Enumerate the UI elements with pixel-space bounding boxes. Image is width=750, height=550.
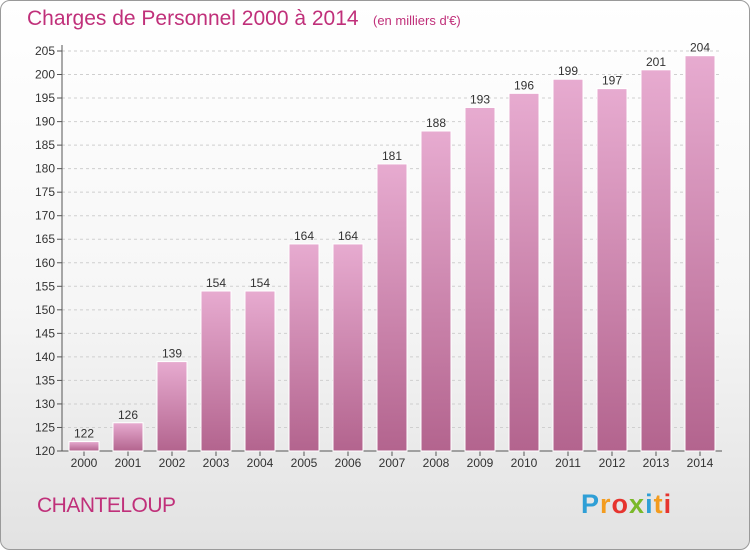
bar-2003 xyxy=(200,290,232,452)
y-tick-label: 205 xyxy=(35,44,55,58)
y-tick-label: 180 xyxy=(35,162,55,176)
logo-letter: P xyxy=(581,489,601,519)
bar-2001 xyxy=(112,422,144,452)
y-tick-label: 185 xyxy=(35,138,55,152)
data-label-2013: 201 xyxy=(646,55,666,69)
y-tick-label: 130 xyxy=(35,397,55,411)
bar-2012 xyxy=(596,88,628,452)
x-tick-label-2002: 2002 xyxy=(159,456,186,470)
bar-2007 xyxy=(376,163,408,452)
logo-letter: x xyxy=(629,489,646,519)
y-tick-label: 170 xyxy=(35,209,55,223)
labels: 120 125 130 135 140 145 150 155 160 165 170 175 180 1… xyxy=(35,41,714,470)
y-tick-label: 175 xyxy=(35,185,55,199)
data-label-2001: 126 xyxy=(118,408,138,422)
chart-subtitle: (en milliers d'€) xyxy=(373,13,461,28)
data-label-2002: 139 xyxy=(162,347,182,361)
bar-2013 xyxy=(640,69,672,452)
x-tick-label-2011: 2011 xyxy=(555,456,581,470)
x-tick-label-2005: 2005 xyxy=(291,456,318,470)
bar-2002 xyxy=(156,361,188,452)
bar-2009 xyxy=(464,106,496,452)
data-label-2007: 181 xyxy=(382,149,402,163)
bar-2004 xyxy=(244,290,276,452)
bar-2014 xyxy=(684,55,716,452)
logo-letter: r xyxy=(600,489,612,519)
data-label-2014: 204 xyxy=(690,41,710,55)
bars xyxy=(68,55,716,452)
bar-2005 xyxy=(288,243,320,452)
y-tick-label: 145 xyxy=(35,326,55,340)
x-tick-label-2009: 2009 xyxy=(467,456,494,470)
y-tick-label: 155 xyxy=(35,279,55,293)
x-tick-label-2004: 2004 xyxy=(247,456,274,470)
bar-2008 xyxy=(420,130,452,452)
chart-title: Charges de Personnel 2000 à 2014 xyxy=(27,7,359,30)
x-tick-label-2014: 2014 xyxy=(687,456,714,470)
bar-2010 xyxy=(508,92,540,452)
data-label-2009: 193 xyxy=(470,92,490,106)
x-tick-label-2008: 2008 xyxy=(423,456,450,470)
y-tick-label: 135 xyxy=(35,373,55,387)
logo-letter: i xyxy=(645,489,654,519)
bar-2000 xyxy=(68,441,100,452)
x-tick-label-2006: 2006 xyxy=(335,456,362,470)
y-tick-label: 165 xyxy=(35,232,55,246)
x-tick-label-2001: 2001 xyxy=(115,456,142,470)
data-label-2010: 196 xyxy=(514,78,534,92)
y-tick-label: 140 xyxy=(35,350,55,364)
data-label-2004: 154 xyxy=(250,276,270,290)
x-tick-label-2000: 2000 xyxy=(71,456,98,470)
y-tick-label: 190 xyxy=(35,115,55,129)
logo-letter: t xyxy=(653,489,664,519)
proxiti-logo: Proxiti xyxy=(581,489,672,520)
x-tick-label-2013: 2013 xyxy=(643,456,670,470)
y-tick-label: 195 xyxy=(35,91,55,105)
city-name: CHANTELOUP xyxy=(37,494,176,517)
x-tick-label-2003: 2003 xyxy=(203,456,230,470)
bar-2011 xyxy=(552,78,584,452)
x-tick-label-2007: 2007 xyxy=(379,456,406,470)
data-label-2012: 197 xyxy=(602,74,622,88)
bar-2006 xyxy=(332,243,364,452)
y-tick-label: 160 xyxy=(35,256,55,270)
y-tick-label: 150 xyxy=(35,303,55,317)
y-tick-label: 125 xyxy=(35,420,55,434)
data-label-2005: 164 xyxy=(294,229,314,243)
x-tick-label-2010: 2010 xyxy=(511,456,538,470)
y-tick-label: 200 xyxy=(35,68,55,82)
x-tick-label-2012: 2012 xyxy=(599,456,626,470)
data-label-2000: 122 xyxy=(74,427,94,441)
logo-letter: i xyxy=(663,489,673,519)
data-label-2011: 199 xyxy=(558,64,578,78)
data-label-2006: 164 xyxy=(338,229,358,243)
data-label-2003: 154 xyxy=(206,276,226,290)
y-tick-label: 120 xyxy=(35,444,55,458)
logo-letter: o xyxy=(611,489,630,519)
data-label-2008: 188 xyxy=(426,116,446,130)
